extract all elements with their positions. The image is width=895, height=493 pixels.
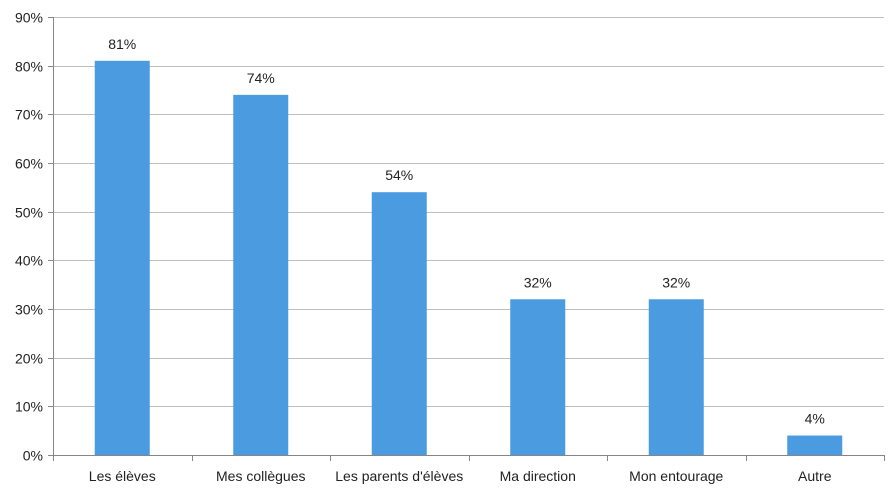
data-labels: 81% 74% 54% 32% 32% 4% <box>108 36 825 427</box>
y-tick-label: 0% <box>23 448 43 464</box>
data-label: 54% <box>385 167 413 183</box>
y-tick-label: 70% <box>15 107 43 123</box>
x-axis-tick-labels: Les élèves Mes collègues Les parents d'élè… <box>89 468 832 484</box>
bar <box>371 192 427 455</box>
x-tick-label: Les élèves <box>89 468 156 484</box>
data-label: 32% <box>524 274 552 290</box>
y-tick-label: 20% <box>15 351 43 367</box>
bar <box>510 299 566 455</box>
y-tick-label: 40% <box>15 253 43 269</box>
x-tick-label: Mon entourage <box>629 468 723 484</box>
bars <box>94 60 843 456</box>
data-label: 4% <box>805 411 825 427</box>
gridlines <box>53 17 884 407</box>
y-tick-label: 10% <box>15 399 43 415</box>
bar <box>94 60 150 456</box>
bar <box>787 435 843 455</box>
bar <box>233 94 289 455</box>
axes <box>48 17 885 461</box>
y-tick-label: 60% <box>15 156 43 172</box>
y-tick-label: 80% <box>15 59 43 75</box>
y-tick-label: 50% <box>15 205 43 221</box>
y-tick-label: 30% <box>15 302 43 318</box>
x-tick-label: Autre <box>798 468 832 484</box>
x-tick-label: Mes collègues <box>216 468 306 484</box>
data-label: 81% <box>108 36 136 52</box>
x-tick-label: Les parents d'élèves <box>335 468 463 484</box>
y-axis-tick-labels: 0% 10% 20% 30% 40% 50% 60% 70% 80% 90% <box>15 10 43 464</box>
x-tick-label: Ma direction <box>500 468 576 484</box>
data-label: 74% <box>247 70 275 86</box>
y-tick-label: 90% <box>15 10 43 26</box>
data-label: 32% <box>662 274 690 290</box>
bar <box>648 299 704 455</box>
